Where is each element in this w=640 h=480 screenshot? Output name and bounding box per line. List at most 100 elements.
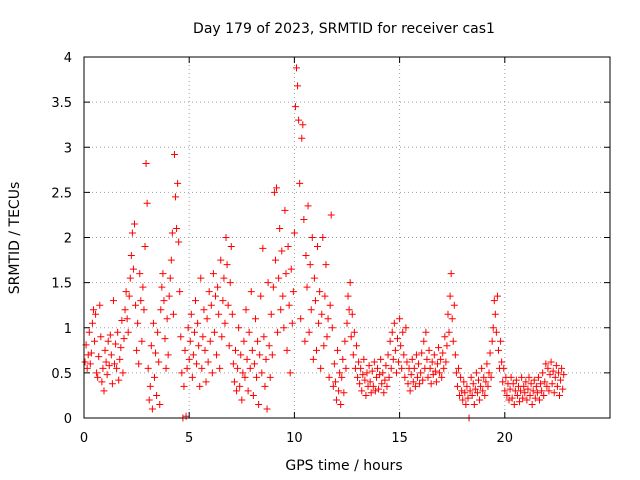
- data-point: [490, 297, 498, 305]
- data-point: [471, 385, 479, 393]
- data-point: [345, 306, 353, 314]
- data-point: [257, 292, 265, 300]
- data-point: [222, 234, 230, 241]
- data-point: [251, 315, 259, 323]
- data-point: [456, 391, 464, 399]
- data-point: [198, 364, 206, 372]
- data-point: [329, 382, 337, 390]
- data-point: [447, 270, 455, 278]
- data-point: [341, 337, 349, 345]
- data-point: [223, 261, 231, 269]
- data-point: [100, 387, 108, 395]
- data-point: [182, 412, 190, 420]
- data-point: [263, 405, 271, 413]
- data-point: [207, 301, 215, 309]
- data-point: [161, 335, 169, 343]
- data-point: [113, 364, 121, 372]
- data-point: [115, 376, 123, 384]
- data-point: [259, 244, 267, 252]
- data-point: [543, 382, 551, 390]
- data-point: [145, 396, 153, 404]
- data-point: [303, 283, 311, 291]
- data-point: [301, 337, 309, 345]
- data-point: [400, 351, 408, 359]
- data-point: [302, 252, 310, 260]
- data-point: [553, 382, 561, 390]
- data-point: [149, 319, 157, 327]
- data-point: [97, 333, 105, 341]
- data-point: [455, 364, 463, 372]
- data-point: [554, 369, 562, 377]
- data-point: [107, 351, 115, 359]
- data-point: [176, 288, 184, 296]
- data-point: [521, 389, 529, 397]
- y-tick-label: 1: [64, 322, 72, 337]
- data-point: [338, 373, 346, 381]
- data-point: [388, 328, 396, 336]
- data-point: [531, 394, 539, 402]
- data-point: [433, 360, 441, 368]
- data-point: [457, 373, 465, 381]
- data-point: [327, 211, 335, 219]
- data-point: [324, 315, 332, 323]
- data-point: [141, 243, 149, 251]
- data-point: [294, 82, 302, 90]
- data-point: [523, 396, 531, 404]
- data-point: [119, 369, 127, 377]
- data-point: [304, 202, 312, 210]
- data-point: [143, 199, 151, 207]
- data-point: [118, 317, 126, 325]
- data-point: [148, 405, 156, 413]
- data-point: [498, 358, 506, 366]
- data-point: [403, 358, 411, 366]
- data-point: [475, 376, 482, 384]
- data-point: [537, 380, 545, 388]
- data-point: [545, 387, 553, 395]
- data-point: [544, 364, 552, 372]
- data-point: [243, 355, 251, 363]
- data-point: [250, 360, 258, 368]
- data-point: [453, 382, 461, 390]
- plot-frame: [83, 56, 611, 419]
- data-point: [124, 328, 132, 336]
- data-point: [524, 385, 532, 393]
- data-point: [451, 351, 459, 359]
- data-point: [209, 270, 217, 278]
- data-point: [146, 382, 154, 390]
- data-point: [483, 360, 491, 368]
- data-point: [368, 367, 376, 375]
- data-point: [219, 297, 227, 305]
- data-point: [489, 324, 497, 332]
- data-point: [529, 387, 537, 395]
- data-point: [202, 378, 210, 386]
- data-point: [229, 360, 237, 368]
- data-point: [435, 344, 443, 352]
- data-point: [275, 274, 283, 282]
- data-point: [413, 373, 421, 381]
- data-point: [505, 396, 513, 404]
- data-point: [218, 333, 226, 341]
- data-point: [551, 373, 559, 381]
- data-point: [422, 328, 430, 336]
- data-point: [273, 184, 281, 192]
- data-point: [540, 391, 548, 399]
- data-point: [261, 382, 269, 390]
- data-point: [485, 369, 493, 377]
- data-point: [84, 351, 92, 359]
- data-point: [365, 362, 373, 370]
- data-point: [358, 387, 366, 395]
- data-point: [330, 360, 338, 368]
- data-point: [140, 306, 148, 314]
- data-point: [419, 376, 427, 384]
- data-point: [491, 310, 499, 318]
- data-point: [165, 292, 173, 300]
- data-point: [167, 256, 175, 264]
- data-point: [271, 256, 279, 264]
- data-point: [541, 378, 549, 386]
- data-point: [380, 389, 388, 397]
- data-point: [133, 346, 141, 354]
- data-point: [208, 369, 216, 377]
- data-point: [258, 369, 266, 377]
- data-point: [123, 315, 131, 323]
- data-point: [319, 234, 327, 241]
